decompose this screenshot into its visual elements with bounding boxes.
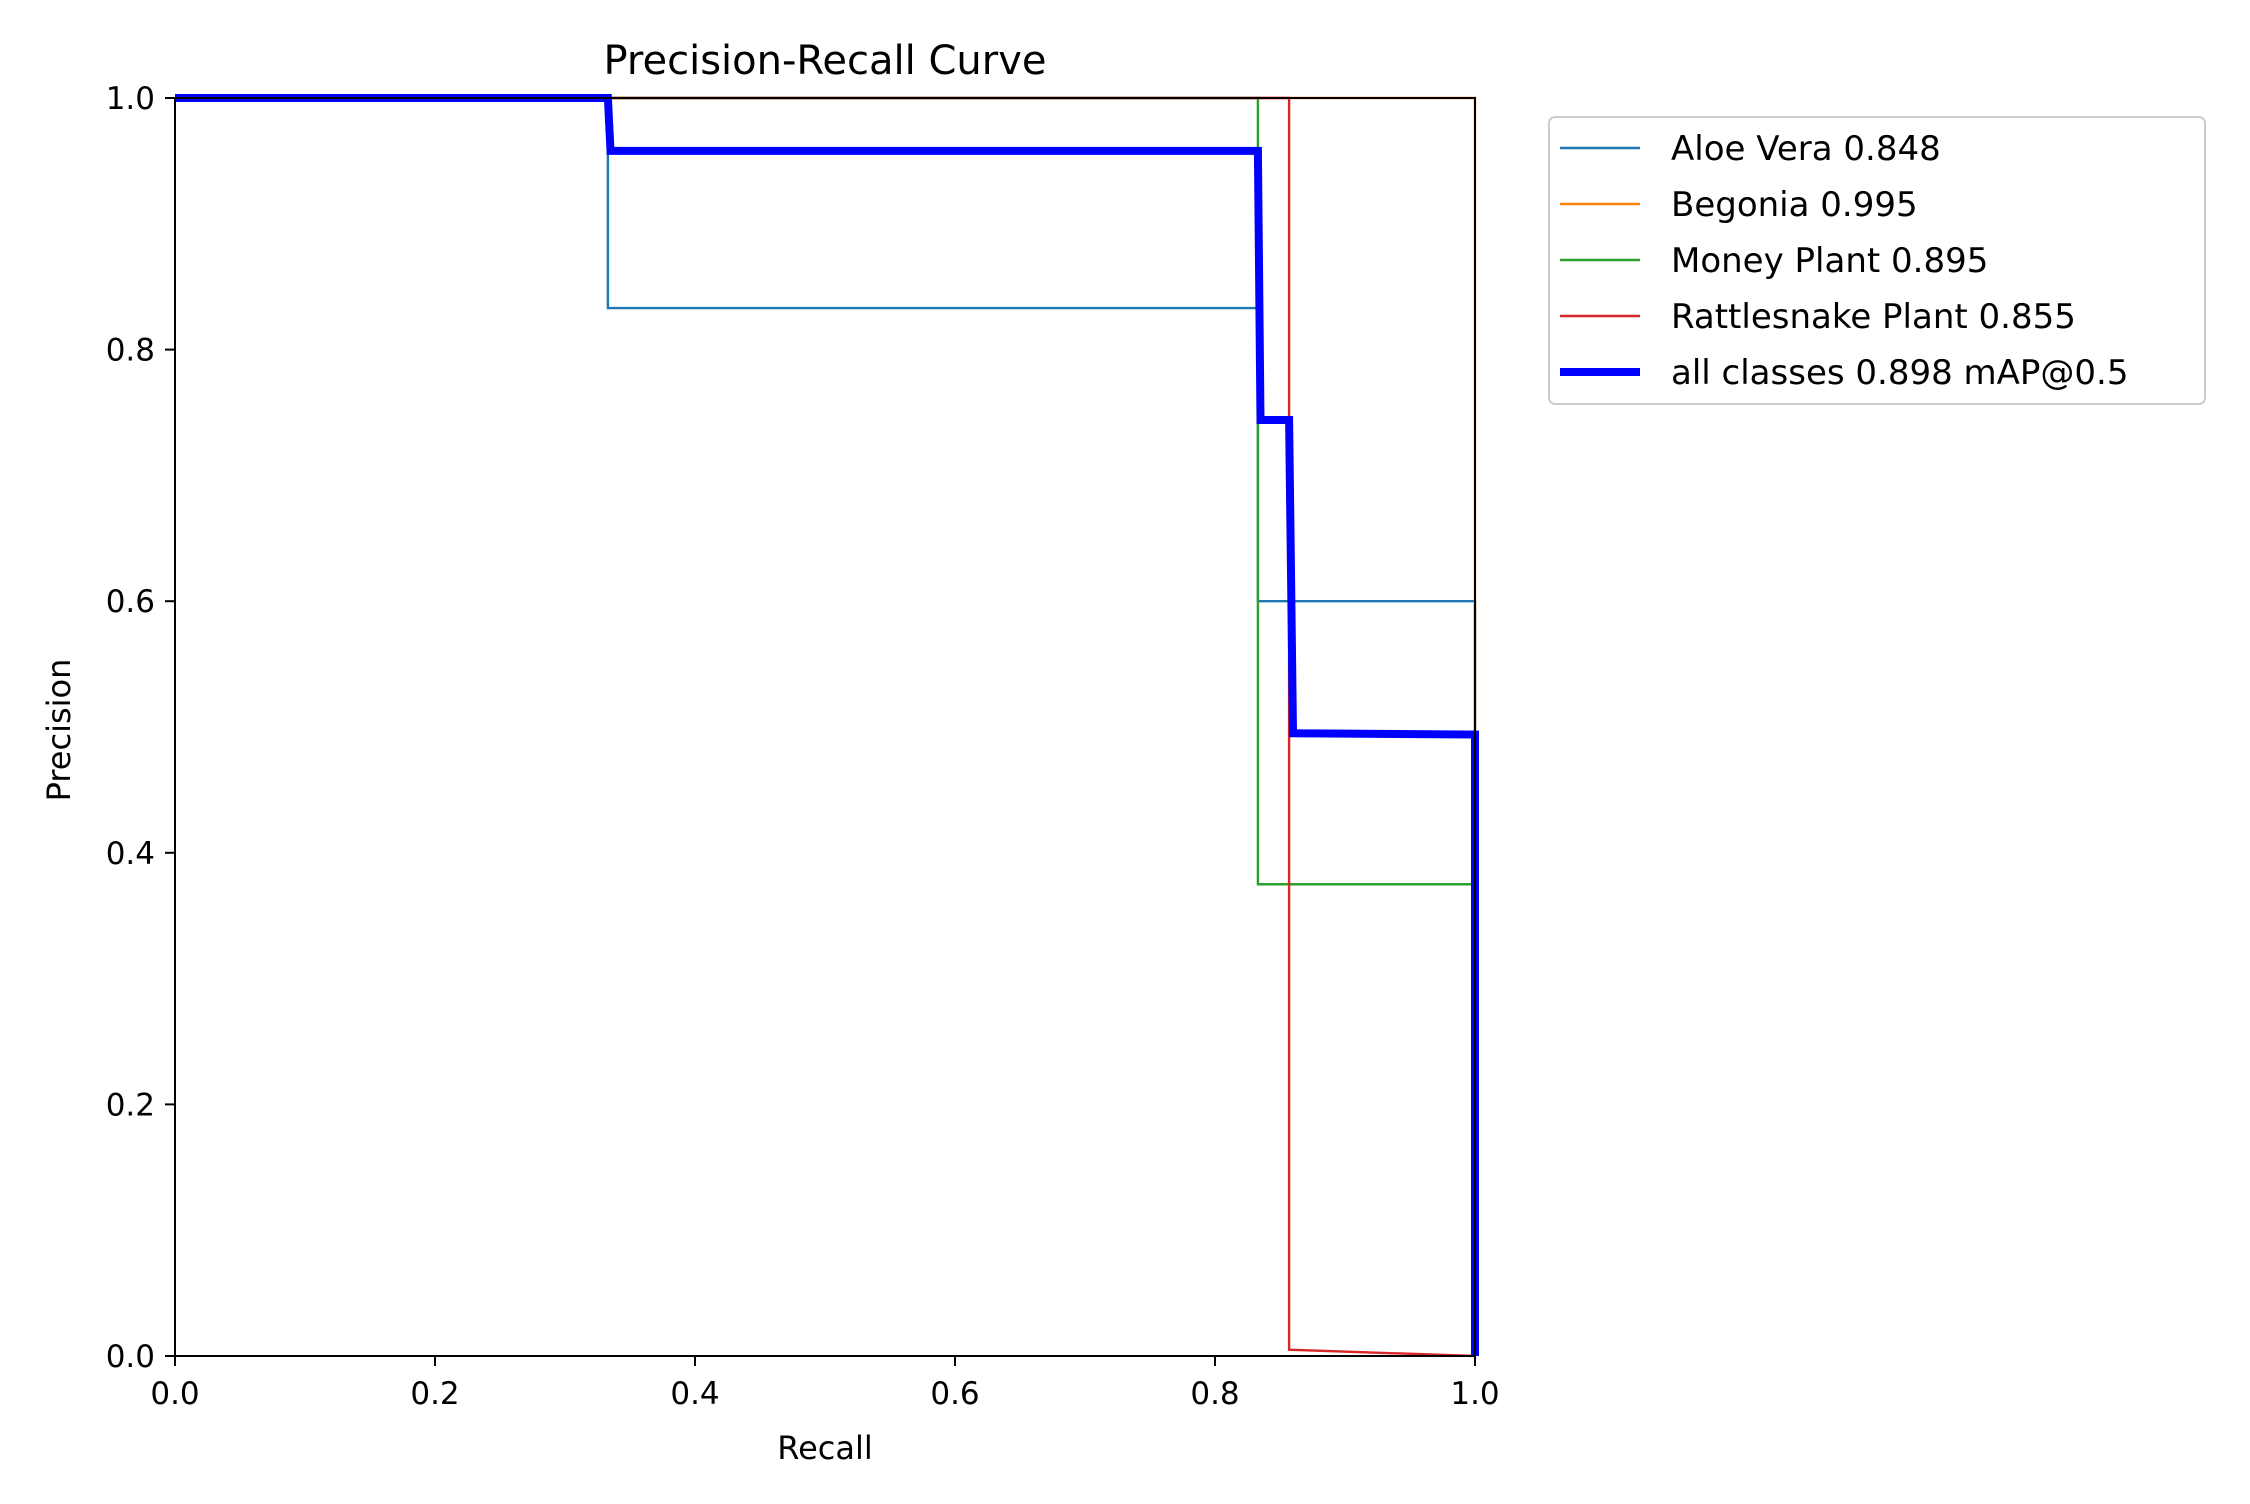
legend-label-0: Aloe Vera 0.848 [1671,129,1941,169]
legend-label-1: Begonia 0.995 [1671,185,1918,225]
legend-label-4: all classes 0.898 mAP@0.5 [1671,353,2128,393]
y-tick-label-2: 0.4 [106,836,155,872]
y-tick-label-0: 0.0 [106,1339,155,1375]
series-line-3 [175,96,1476,1358]
x-tick-label-2: 0.4 [670,1376,719,1412]
series-line-1 [175,96,1477,1356]
legend-label-3: Rattlesnake Plant 0.855 [1671,297,2076,337]
y-tick-label-1: 0.2 [106,1087,155,1123]
series-line-2 [175,96,1477,1356]
x-axis-ticks: 0.0 0.2 0.4 0.6 0.8 1.0 [150,1356,1500,1412]
legend-label-2: Money Plant 0.895 [1671,241,1988,281]
x-tick-label-4: 0.8 [1190,1376,1239,1412]
plot-frame [174,97,1476,1357]
chart-title: Precision-Recall Curve [604,38,1047,84]
y-tick-label-5: 1.0 [106,81,155,117]
legend-items: Aloe Vera 0.848 Begonia 0.995 Money Plant … [1560,129,2128,393]
x-axis-label: Recall [777,1429,872,1467]
y-axis-ticks: 0.0 0.2 0.4 0.6 0.8 1.0 [106,81,175,1375]
legend: Aloe Vera 0.848 Begonia 0.995 Money Plant … [1548,116,2206,405]
y-axis-label: Precision [40,659,78,802]
legend-box [1548,116,2206,405]
y-tick-label-3: 0.6 [106,584,155,620]
series-line-0 [175,96,1477,1356]
y-tick-label-4: 0.8 [106,333,155,369]
series-line-4 [175,94,1479,1356]
x-tick-label-3: 0.6 [930,1376,979,1412]
x-tick-label-0: 0.0 [150,1376,199,1412]
x-tick-label-1: 0.2 [410,1376,459,1412]
x-tick-label-5: 1.0 [1450,1376,1499,1412]
series-layer [175,94,1479,1358]
